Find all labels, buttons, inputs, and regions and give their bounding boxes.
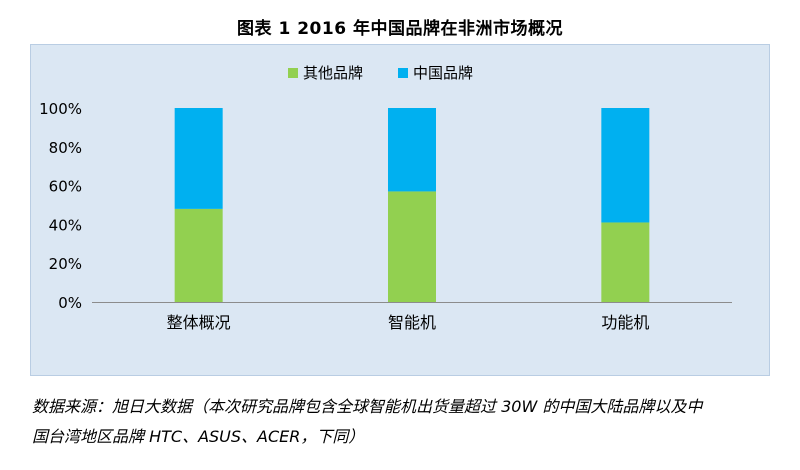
bar-2-0 [601, 222, 650, 302]
bar-1-0 [388, 191, 436, 302]
legend-label-0: 其他品牌 [303, 64, 363, 82]
source-note: 数据来源：旭日大数据（本次研究品牌包含全球智能机出货量超过 30W 的中国大陆品… [32, 392, 792, 452]
stacked-bar-chart: 其他品牌 中国品牌 0% 20% 40% 60% 80% 100% 整体概况 智能机 功能机 [39, 64, 732, 332]
y-tick-label: 0% [58, 294, 82, 312]
legend-swatch-0 [288, 68, 298, 78]
bar-2-1 [601, 108, 650, 223]
y-axis: 0% 20% 40% 60% 80% 100% [39, 100, 82, 312]
legend-label-1: 中国品牌 [413, 64, 473, 82]
y-tick-label: 80% [49, 139, 82, 157]
y-tick-label: 100% [39, 100, 82, 118]
y-tick-label: 40% [49, 216, 82, 234]
x-axis: 整体概况 智能机 功能机 [92, 302, 732, 332]
y-tick-label: 60% [49, 178, 82, 196]
source-line-2: 国台湾地区品牌 HTC、ASUS、ACER，下同） [32, 427, 365, 446]
legend: 其他品牌 中国品牌 [288, 64, 473, 82]
bar-0-1 [174, 108, 223, 209]
legend-swatch-1 [398, 68, 408, 78]
source-line-1: 数据来源：旭日大数据（本次研究品牌包含全球智能机出货量超过 30W 的中国大陆品… [32, 397, 703, 416]
bars [174, 108, 650, 302]
bar-0-0 [174, 208, 223, 302]
x-tick-label: 智能机 [388, 313, 436, 332]
bar-1-1 [388, 108, 436, 192]
chart-title: 图表 1 2016 年中国品牌在非洲市场概况 [237, 19, 563, 39]
x-tick-label: 功能机 [601, 313, 649, 332]
x-tick-label: 整体概况 [167, 313, 231, 332]
y-tick-label: 20% [49, 255, 82, 273]
